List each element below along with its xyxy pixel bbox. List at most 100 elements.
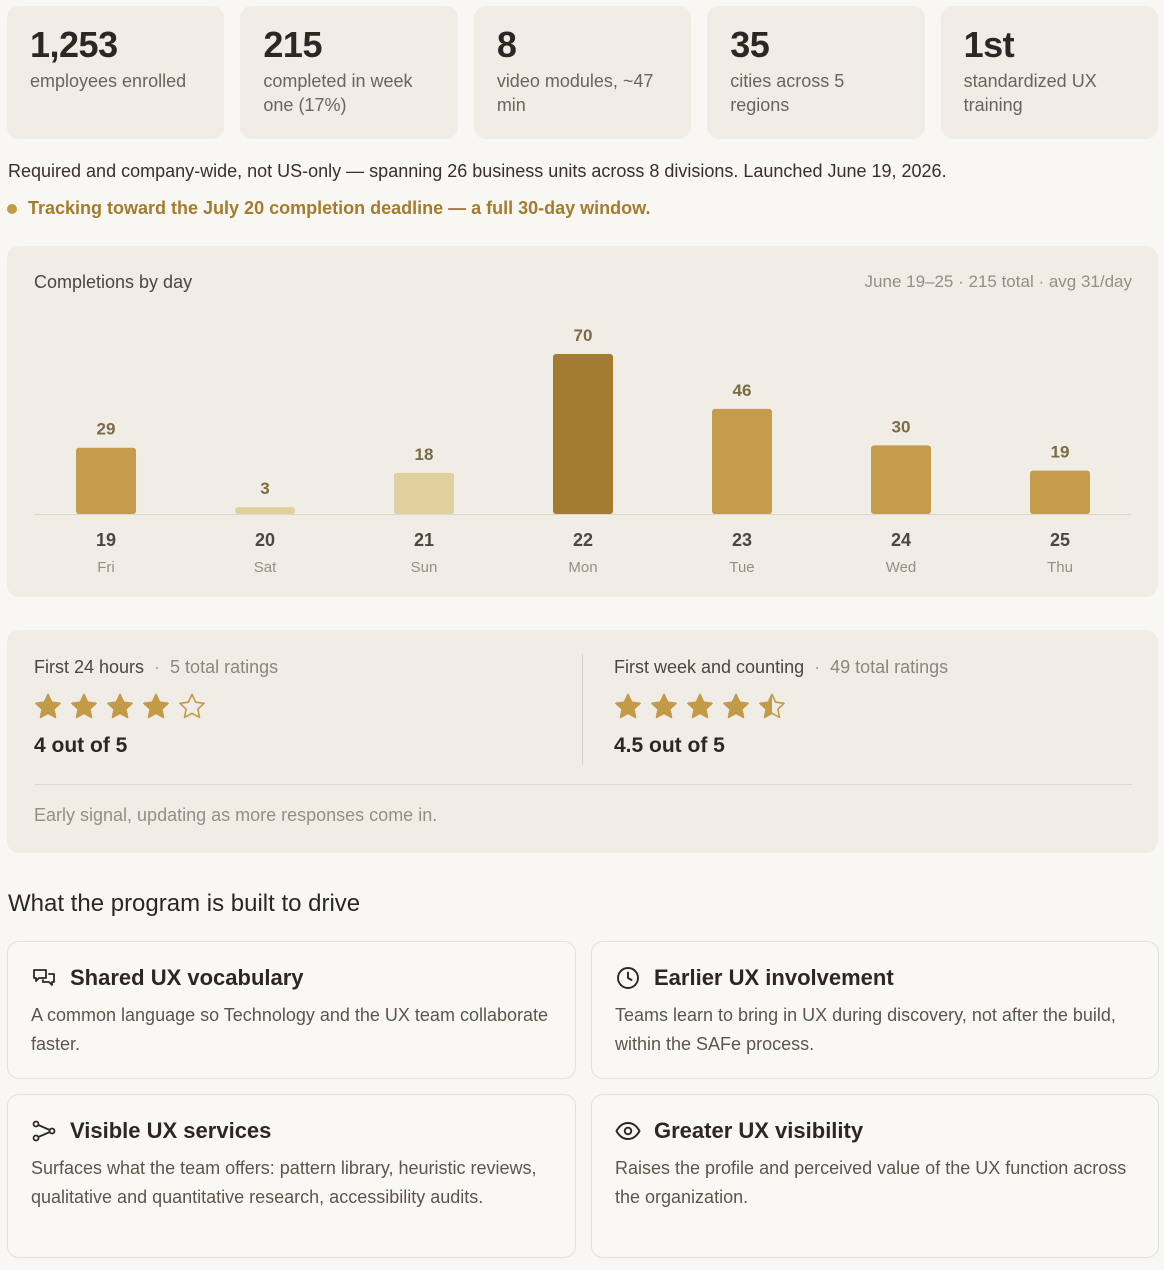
bar-value-label: 70 — [574, 326, 593, 345]
completions-bar-chart: 29 19 Fri 3 20 Sat 18 21 Sun 70 22 Mon 46 23 Tue 30 24 We… — [34, 326, 1131, 576]
bar-day-19 — [76, 447, 136, 514]
x-tick-weekday: Mon — [568, 559, 597, 576]
x-tick-weekday: Sat — [254, 559, 277, 576]
stat-label: completed in week one (17%) — [263, 71, 413, 115]
stat-label: video modules, ~47 min — [496, 71, 654, 115]
bar-day-25 — [1030, 470, 1090, 514]
bar-day-20 — [235, 507, 295, 514]
rating-first-24-hours: First 24 hours · 5 total ratings 4 out of … — [34, 657, 278, 758]
stat-value: 215 — [263, 24, 322, 65]
rating-period: First week and counting — [614, 657, 805, 677]
card-title: Greater UX visibility — [654, 1118, 864, 1143]
driver-card-greater-visibility: Greater UX visibility Raises the profile… — [591, 1094, 1159, 1258]
separator-dot: · — [154, 657, 161, 677]
x-tick-date: 25 — [1050, 530, 1070, 550]
card-title: Earlier UX involvement — [654, 965, 894, 990]
stat-card-completed: 215 completed in week one (17%) — [240, 6, 458, 139]
rating-header: First week and counting · 49 total ratings — [614, 657, 948, 678]
eye-icon — [615, 1118, 641, 1144]
stat-label: employees enrolled — [30, 71, 187, 91]
route-icon — [31, 1118, 57, 1144]
driver-card-shared-vocabulary: Shared UX vocabulary A common language s… — [7, 941, 576, 1079]
card-body: Surfaces what the team offers: pattern l… — [31, 1158, 537, 1207]
star-filled-icon — [687, 693, 713, 719]
rating-header: First 24 hours · 5 total ratings — [34, 657, 278, 678]
star-filled-icon — [35, 693, 61, 719]
rating-divider — [582, 654, 583, 765]
rating-count: 5 total ratings — [170, 657, 279, 677]
star-rating — [614, 692, 948, 722]
bar-value-label: 30 — [892, 417, 911, 436]
card-title: Visible UX services — [70, 1118, 272, 1143]
stat-label: standardized UX training — [963, 71, 1097, 115]
star-filled-icon — [107, 693, 133, 719]
x-tick-weekday: Wed — [886, 559, 917, 576]
card-body: Raises the profile and perceived value o… — [615, 1158, 1127, 1207]
bar-value-label: 46 — [733, 381, 752, 400]
stat-value: 35 — [730, 24, 770, 65]
card-body: Teams learn to bring in UX during discov… — [615, 1005, 1116, 1054]
separator-dot: · — [814, 657, 821, 677]
x-tick-date: 24 — [891, 530, 911, 550]
bar-day-22 — [553, 354, 613, 514]
bar-day-21 — [394, 472, 454, 514]
bar-value-label: 19 — [1051, 443, 1070, 462]
ratings-divider-line — [34, 784, 1132, 785]
bar-day-24 — [871, 445, 931, 514]
driver-card-visible-services: Visible UX services Surfaces what the te… — [7, 1094, 576, 1258]
stat-value: 1,253 — [30, 24, 118, 65]
section-title: What the program is built to drive — [8, 890, 361, 917]
program-summary: Required and company-wide, not US-only —… — [8, 161, 947, 181]
x-tick-date: 22 — [573, 530, 593, 550]
ratings-panel: First 24 hours · 5 total ratings 4 out of … — [7, 630, 1158, 853]
star-filled-icon — [615, 693, 641, 719]
card-header: Shared UX vocabulary — [31, 965, 552, 991]
stat-card-enrolled: 1,253 employees enrolled — [7, 6, 225, 139]
card-title: Shared UX vocabulary — [70, 965, 304, 990]
chart-meta: June 19–25 · 215 total · avg 31/day — [864, 272, 1132, 291]
x-tick-date: 20 — [255, 530, 275, 550]
x-tick-weekday: Tue — [729, 559, 754, 576]
status-dot-icon — [7, 203, 17, 214]
stat-card-first: 1st standardized UX training — [940, 6, 1159, 139]
bar-value-label: 3 — [260, 479, 269, 498]
star-filled-icon — [723, 693, 749, 719]
stat-value: 1st — [963, 24, 1015, 65]
bar-day-23 — [712, 408, 772, 514]
star-half-icon — [759, 693, 785, 719]
rating-score: 4 out of 5 — [34, 734, 128, 757]
card-body: A common language so Technology and the … — [31, 1005, 548, 1054]
x-tick-weekday: Fri — [97, 559, 115, 576]
star-filled-icon — [71, 693, 97, 719]
completions-chart-panel: Completions by day June 19–25 · 215 tota… — [7, 246, 1158, 597]
bar-value-label: 18 — [415, 445, 434, 464]
stat-card-cities: 35 cities across 5 regions — [707, 6, 925, 139]
stat-value: 8 — [496, 24, 517, 65]
deadline-tracking-text: Tracking toward the July 20 completion d… — [28, 198, 651, 218]
chart-title: Completions by day — [34, 272, 193, 292]
ratings-note: Early signal, updating as more responses… — [34, 805, 438, 825]
stat-label: cities across 5 regions — [730, 71, 845, 115]
star-rating — [34, 692, 278, 722]
x-tick-date: 19 — [96, 530, 116, 550]
driver-card-earlier-involvement: Earlier UX involvement Teams learn to br… — [591, 941, 1159, 1079]
bar-value-label: 29 — [97, 420, 116, 439]
x-tick-date: 23 — [732, 530, 752, 550]
card-header: Visible UX services — [31, 1118, 552, 1144]
stat-card-modules: 8 video modules, ~47 min — [473, 6, 692, 139]
rating-period: First 24 hours — [34, 657, 145, 677]
card-header: Earlier UX involvement — [615, 965, 1135, 991]
rating-score: 4.5 out of 5 — [614, 734, 725, 757]
chat-bubbles-icon — [31, 965, 57, 991]
x-tick-date: 21 — [414, 530, 434, 550]
deadline-tracking: Tracking toward the July 20 completion d… — [7, 198, 650, 219]
x-tick-weekday: Thu — [1047, 559, 1073, 576]
rating-count: 49 total ratings — [830, 657, 949, 677]
card-header: Greater UX visibility — [615, 1118, 1135, 1144]
rating-first-week: First week and counting · 49 total ratings… — [614, 657, 948, 758]
star-filled-icon — [143, 693, 169, 719]
star-filled-icon — [651, 693, 677, 719]
star-empty-icon — [179, 693, 205, 719]
x-tick-weekday: Sun — [411, 559, 438, 576]
stats-row: 1,253 employees enrolled 215 completed i… — [7, 6, 1159, 139]
